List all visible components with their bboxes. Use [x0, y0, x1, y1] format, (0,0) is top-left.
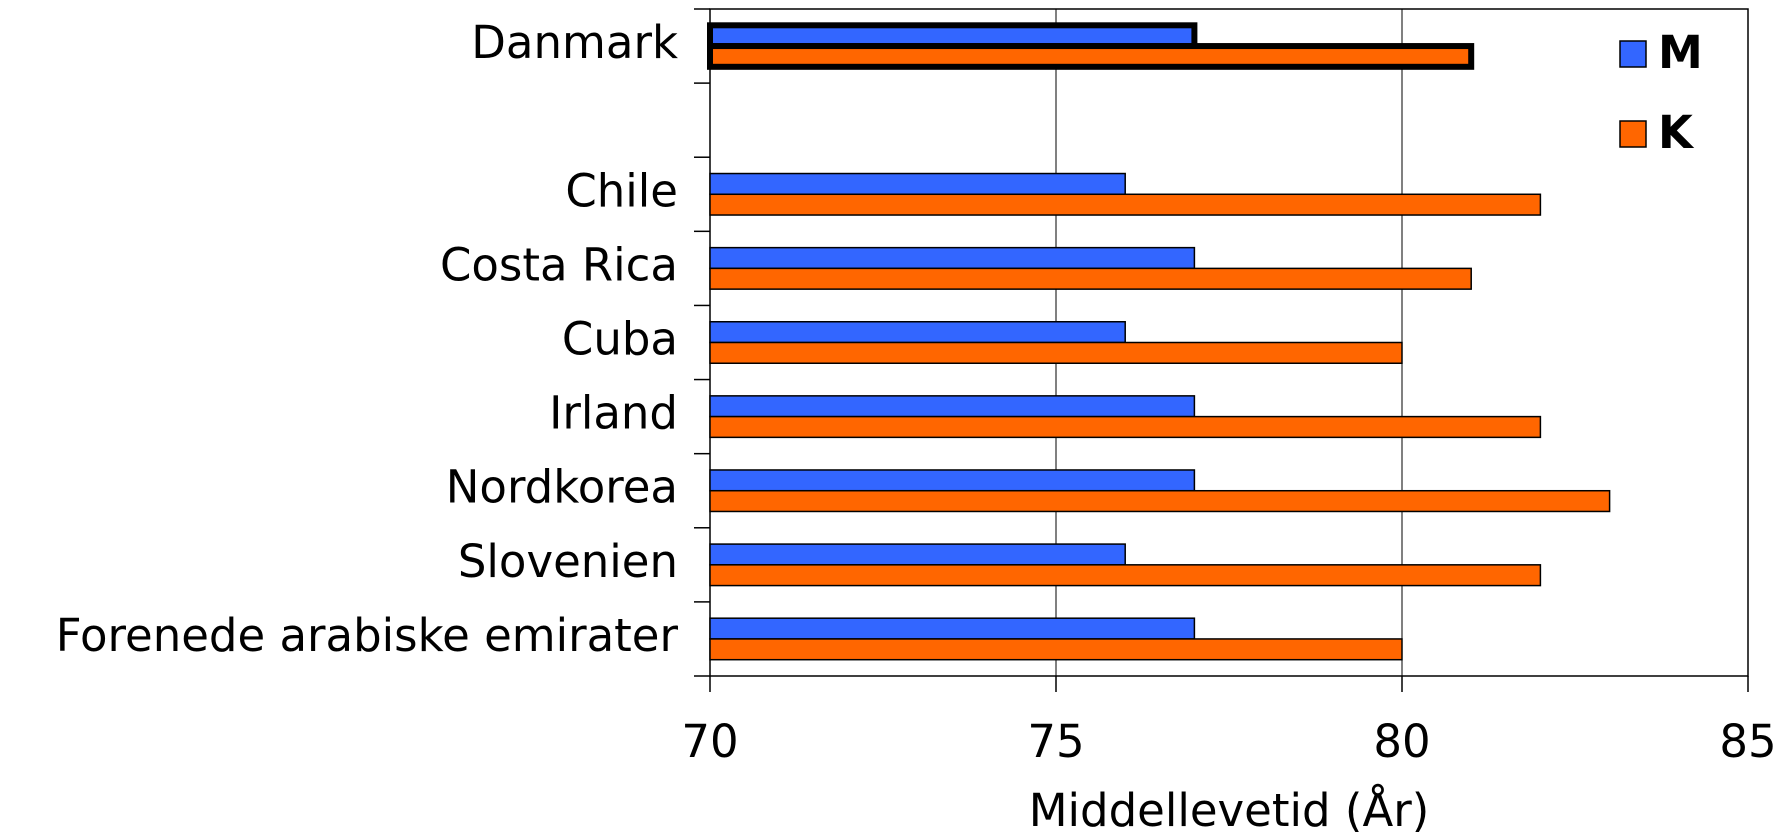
legend-label: K [1658, 106, 1695, 159]
bar [709, 489, 1611, 513]
y-tick-label: Irland [549, 387, 678, 440]
legend-swatch [1619, 120, 1647, 148]
x-tick-label: 70 [681, 715, 738, 768]
y-tick-label: Chile [565, 164, 678, 217]
y-tick-label: Nordkorea [446, 461, 678, 514]
y-tick-label: Danmark [471, 16, 678, 69]
bar [707, 43, 1475, 70]
bar [709, 341, 1403, 365]
bar [709, 564, 1542, 587]
bar [709, 320, 1126, 344]
bar [709, 193, 1542, 216]
x-tick-label: 80 [1373, 715, 1430, 768]
y-tick-label: Slovenien [458, 535, 678, 588]
bar [709, 267, 1472, 290]
bar [709, 172, 1126, 196]
y-tick-label: Costa Rica [440, 238, 678, 291]
bar [709, 638, 1403, 661]
legend-label: M [1658, 26, 1703, 79]
y-tick-label: Forenede arabiske emirater [56, 609, 679, 662]
bar [707, 22, 1198, 50]
y-tick-label: Cuba [562, 313, 678, 366]
legend-swatch [1619, 40, 1647, 68]
bar [709, 246, 1196, 270]
x-tick-label: 75 [1027, 715, 1084, 768]
bar [709, 469, 1196, 492]
x-axis-title: Middellevetid (År) [1029, 784, 1430, 837]
bar [709, 415, 1542, 439]
bar [709, 617, 1196, 640]
x-tick-label: 85 [1719, 715, 1776, 768]
bar [709, 395, 1196, 418]
bar [709, 543, 1126, 566]
